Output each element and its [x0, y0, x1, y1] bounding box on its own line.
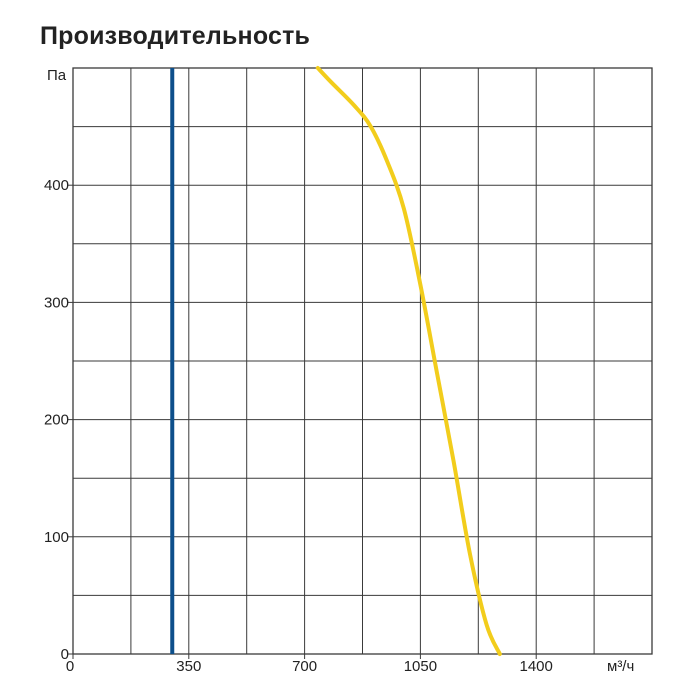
x-tick-label: 700: [292, 658, 317, 675]
x-tick-label: 1400: [520, 658, 553, 675]
y-axis-label: Па: [47, 67, 67, 84]
x-tick-label: 0: [66, 658, 74, 675]
y-tick-label: 400: [44, 177, 69, 194]
y-tick-label: 300: [44, 294, 69, 311]
y-tick-label: 200: [44, 412, 69, 429]
tick-labels: 0 100 200 300 400 0 350 700 1050 1400: [44, 177, 553, 675]
chart-title: Производительность: [40, 22, 311, 50]
data-marks: [170, 66, 502, 656]
performance-curve: [315, 66, 502, 656]
x-axis-label: м³/ч: [607, 658, 634, 675]
x-tick-label: 1050: [404, 658, 437, 675]
plot-border: [72, 67, 653, 655]
x-tick-label: 350: [176, 658, 201, 675]
plot-frame: [68, 67, 653, 659]
y-tick-label: 0: [61, 646, 69, 663]
grid-lines: [73, 68, 652, 654]
y-tick-label: 100: [44, 529, 69, 546]
